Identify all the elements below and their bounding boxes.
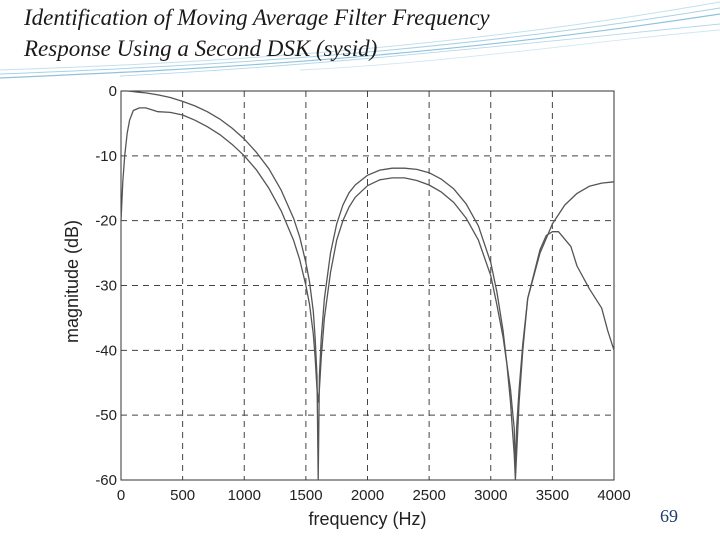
y-tick-label: -30 (95, 278, 117, 295)
x-tick-label: 2500 (412, 487, 445, 504)
slide-title-line-2: Response Using a Second DSK (sysid) (24, 36, 378, 61)
page-number: 69 (660, 506, 678, 526)
slide-title-line-1: Identification of Moving Average Filter … (24, 5, 490, 30)
y-tick-label: -10 (95, 148, 117, 165)
x-tick-label: 4000 (597, 487, 630, 504)
y-tick-label: 0 (109, 83, 117, 100)
y-tick-labels: 0 -10 -20 -30 -40 -50 -60 (95, 83, 117, 489)
decorative-swoosh-lines (0, 1, 720, 79)
x-tick-label: 3000 (474, 487, 507, 504)
x-tick-label: 500 (170, 487, 195, 504)
y-tick-label: -60 (95, 472, 117, 489)
series-line-1 (121, 90, 615, 481)
y-tick-label: -50 (95, 407, 117, 424)
slide-title: Identification of Moving Average Filter … (24, 2, 664, 64)
grid-layer (121, 91, 614, 480)
x-tick-label: 0 (117, 487, 125, 504)
x-axis-label: frequency (Hz) (308, 509, 426, 529)
x-tick-labels: 0 500 1000 1500 2000 2500 3000 3500 4000 (117, 487, 631, 504)
x-tick-label: 3500 (536, 487, 569, 504)
series-layer (120, 90, 615, 481)
x-tick-label: 1500 (289, 487, 322, 504)
x-tick-label: 1000 (228, 487, 261, 504)
x-tick-label: 2000 (351, 487, 384, 504)
y-axis-label: magnitude (dB) (62, 220, 82, 343)
y-tick-label: -20 (95, 213, 117, 230)
y-tick-label: -40 (95, 342, 117, 359)
plot-frame (120, 90, 615, 481)
series-line-2 (120, 107, 615, 468)
